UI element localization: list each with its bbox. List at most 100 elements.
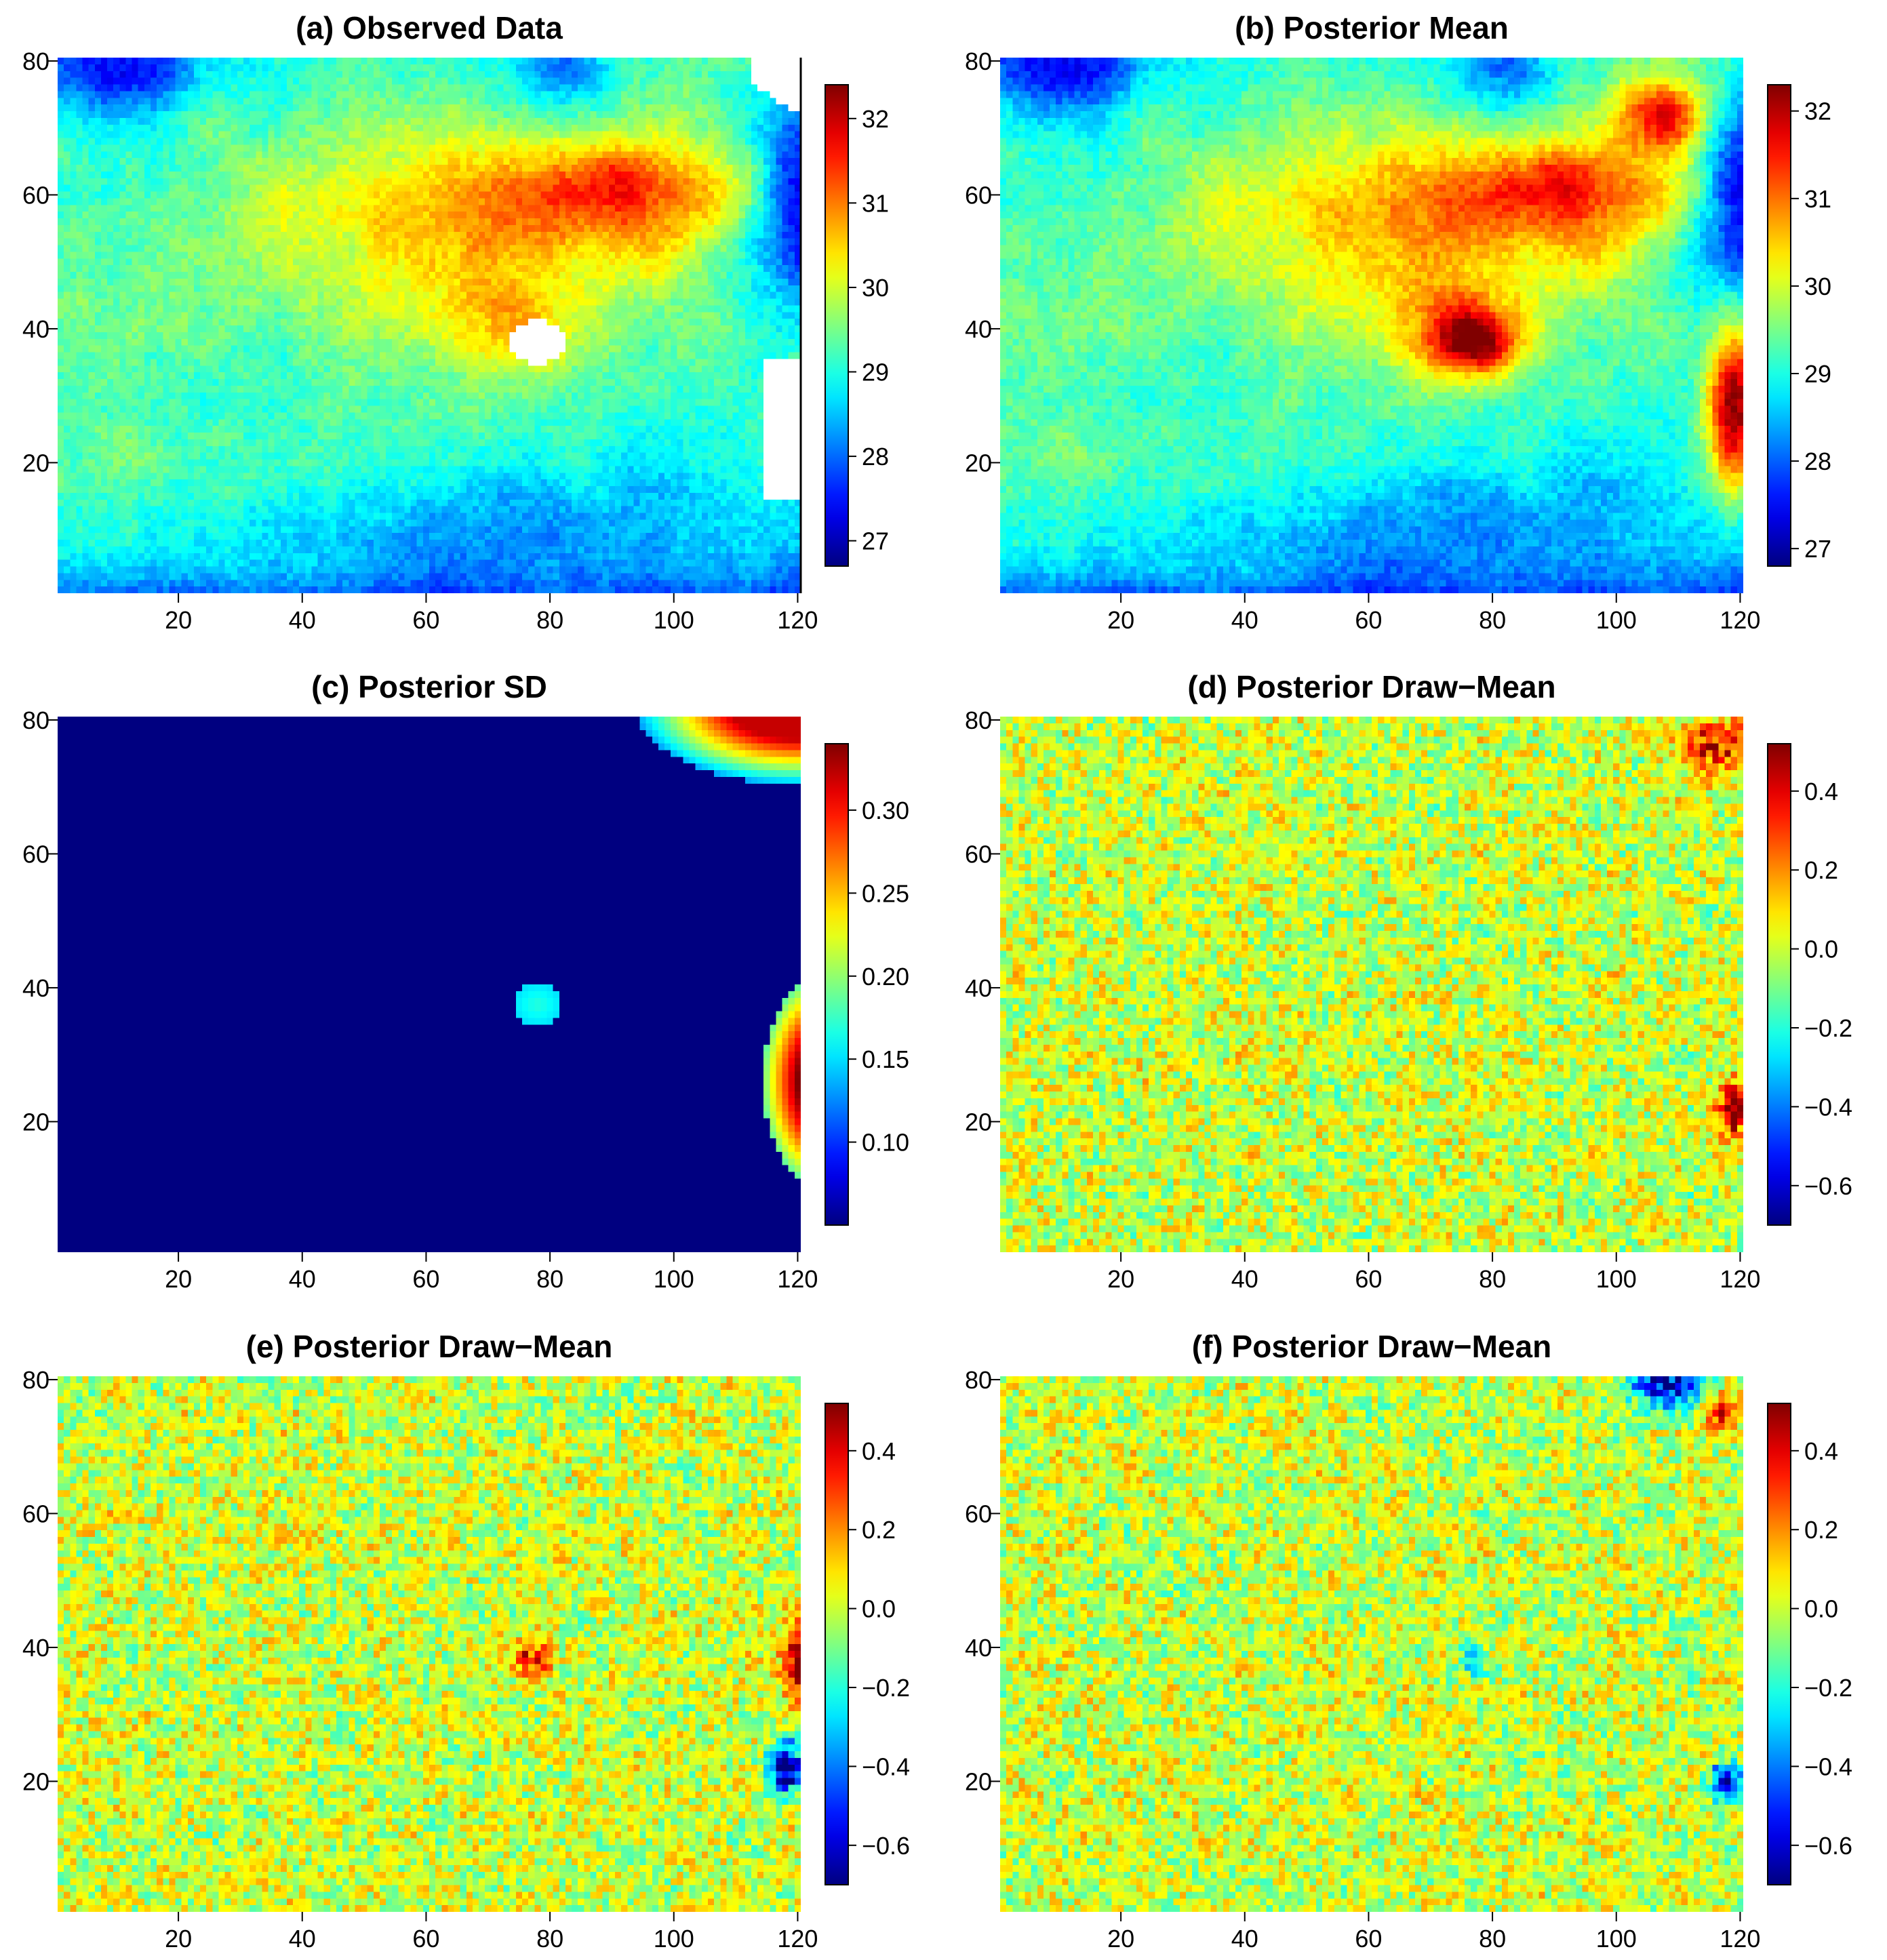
heatmap-raster	[58, 1376, 801, 1912]
y-tick-label: 80	[965, 706, 992, 734]
colorbar	[1767, 1403, 1791, 1885]
colorbar-tick-label: 0.20	[862, 963, 909, 991]
colorbar-tick-label: 0.4	[1804, 778, 1838, 805]
x-tick-label: 80	[536, 1265, 563, 1293]
x-tick-label: 20	[165, 606, 192, 634]
colorbar-tick-label: 29	[1804, 360, 1831, 388]
x-tick-label: 60	[1355, 1265, 1382, 1293]
colorbar-tick-label: 0.2	[862, 1516, 896, 1544]
x-tick-label: 120	[777, 1925, 818, 1953]
panel-title: (e) Posterior Draw−Mean	[246, 1329, 613, 1364]
y-tick-label: 40	[965, 974, 992, 1002]
x-tick-label: 60	[1355, 1925, 1382, 1953]
panel-title: (c) Posterior SD	[311, 669, 547, 704]
colorbar-tick-label: 0.0	[862, 1595, 896, 1623]
heatmap-raster	[1000, 1376, 1743, 1912]
panel-b: (b) Posterior Mean 20 40 60 80 100 120 20 40 60 80…	[965, 10, 1831, 634]
colorbar-tick-label: −0.6	[862, 1832, 910, 1860]
y-tick-label: 60	[965, 1500, 992, 1527]
colorbar-tick-label: 27	[862, 527, 889, 555]
y-tick-label: 60	[22, 840, 49, 868]
y-tick-label: 80	[22, 706, 49, 734]
colorbar-tick-label: 31	[1804, 185, 1831, 213]
x-tick-label: 20	[165, 1925, 192, 1953]
x-tick-label: 40	[289, 1925, 316, 1953]
y-tick-label: 40	[22, 315, 49, 343]
x-tick-label: 60	[412, 1265, 439, 1293]
colorbar-tick-label: 0.0	[1804, 936, 1838, 963]
colorbar-tick-label: 0.2	[1804, 1516, 1838, 1544]
x-tick-label: 100	[1596, 1925, 1637, 1953]
y-tick-label: 80	[965, 47, 992, 75]
panel-e: (e) Posterior Draw−Mean 20 40 60 80 100 120 20 4…	[22, 1329, 910, 1953]
colorbar-tick-label: −0.4	[862, 1753, 910, 1780]
x-tick-label: 120	[1720, 1265, 1760, 1293]
y-tick-label: 40	[965, 315, 992, 343]
x-tick-label: 60	[412, 1925, 439, 1953]
x-tick-label: 100	[1596, 1265, 1637, 1293]
y-tick-label: 60	[965, 181, 992, 209]
x-tick-label: 80	[536, 606, 563, 634]
x-tick-label: 100	[654, 1265, 694, 1293]
colorbar-tick-label: −0.4	[1804, 1093, 1852, 1121]
colorbar	[825, 743, 849, 1226]
panel-d: (d) Posterior Draw−Mean 20 40 60 80 100 120 20 4…	[965, 669, 1852, 1293]
heatmap-raster	[1000, 717, 1743, 1252]
x-tick-label: 20	[1107, 1925, 1134, 1953]
colorbar-tick-label: 0.4	[1804, 1437, 1838, 1465]
x-tick-label: 20	[165, 1265, 192, 1293]
x-tick-label: 20	[1107, 1265, 1134, 1293]
x-tick-label: 80	[536, 1925, 563, 1953]
x-tick-label: 120	[1720, 606, 1760, 634]
colorbar-tick-label: 0.30	[862, 797, 909, 824]
colorbar-tick-label: 32	[1804, 98, 1831, 125]
colorbar-tick-label: −0.6	[1804, 1172, 1852, 1200]
x-tick-label: 40	[289, 606, 316, 634]
colorbar-tick-label: −0.2	[1804, 1014, 1852, 1042]
x-tick-label: 40	[1231, 1925, 1258, 1953]
colorbar-tick-label: 28	[862, 443, 889, 471]
x-tick-label: 120	[777, 606, 818, 634]
panel-title: (f) Posterior Draw−Mean	[1192, 1329, 1551, 1364]
y-tick-label: 20	[965, 449, 992, 477]
y-tick-label: 40	[965, 1634, 992, 1662]
y-tick-label: 80	[22, 1366, 49, 1394]
x-tick-label: 80	[1479, 1925, 1506, 1953]
panel-title: (b) Posterior Mean	[1235, 10, 1509, 45]
colorbar-tick-label: 0.25	[862, 879, 909, 907]
x-tick-label: 40	[1231, 1265, 1258, 1293]
colorbar-tick-label: 0.15	[862, 1045, 909, 1073]
colorbar-tick-label: 28	[1804, 447, 1831, 475]
colorbar-tick-label: 0.0	[1804, 1595, 1838, 1623]
y-tick-label: 60	[22, 181, 49, 209]
y-tick-label: 60	[965, 840, 992, 868]
x-tick-label: 120	[777, 1265, 818, 1293]
y-tick-label: 40	[22, 1634, 49, 1662]
y-tick-label: 20	[22, 1767, 49, 1795]
y-tick-label: 80	[22, 47, 49, 75]
y-tick-label: 20	[22, 449, 49, 477]
x-tick-label: 80	[1479, 1265, 1506, 1293]
x-tick-label: 60	[1355, 606, 1382, 634]
y-tick-label: 20	[22, 1108, 49, 1136]
colorbar-tick-label: 29	[862, 359, 889, 386]
x-tick-label: 40	[289, 1265, 316, 1293]
panel-c: (c) Posterior SD 20 40 60 80 100 120 20 40 60 80 0.…	[22, 669, 909, 1293]
colorbar-tick-label: 0.2	[1804, 856, 1838, 884]
colorbar	[825, 1403, 849, 1885]
colorbar-tick-label: 30	[862, 274, 889, 302]
panel-a: (a) Observed Data 20 40 60 80 100 120 20 40 60 80 2…	[22, 10, 889, 634]
colorbar-tick-label: 30	[1804, 273, 1831, 300]
colorbar-tick-label: −0.2	[1804, 1674, 1852, 1702]
x-tick-label: 100	[1596, 606, 1637, 634]
heatmap-raster	[58, 717, 801, 1252]
panel-f: (f) Posterior Draw−Mean 20 40 60 80 100 120 20 4…	[965, 1329, 1852, 1953]
y-tick-label: 80	[965, 1366, 992, 1394]
heatmap-raster	[58, 58, 801, 593]
y-tick-label: 20	[965, 1108, 992, 1136]
x-tick-label: 100	[654, 1925, 694, 1953]
colorbar-tick-label: 27	[1804, 535, 1831, 563]
x-tick-label: 80	[1479, 606, 1506, 634]
